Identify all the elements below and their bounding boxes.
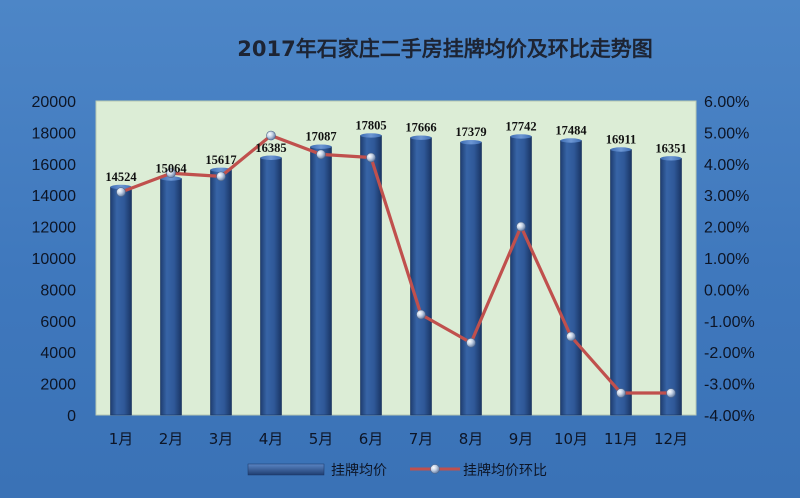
chart-title: 2017年石家庄二手房挂牌均价及环比走势图	[237, 37, 652, 61]
data-label: 17379	[455, 125, 486, 139]
x-tick-label: 2月	[159, 430, 184, 448]
x-tick-label: 9月	[509, 430, 534, 448]
plot-area	[95, 100, 697, 416]
bar-top	[360, 133, 382, 138]
left-tick-label: 10000	[32, 251, 77, 268]
right-tick-label: -2.00%	[704, 345, 755, 362]
bar	[660, 157, 682, 416]
left-tick-label: 2000	[40, 377, 76, 394]
line-point	[116, 187, 126, 197]
x-axis-ticks: 1月 2月 3月 4月 5月 6月 7月 8月 9月 10月 11月 12月	[109, 430, 688, 448]
line-point	[216, 171, 226, 182]
right-axis-ticks: -4.00% -3.00% -2.00% -1.00% 0.00% 1.00% 2.00% 3…	[704, 94, 755, 425]
data-label: 17805	[355, 118, 386, 132]
data-label: 17666	[405, 121, 436, 135]
bar-top	[260, 155, 282, 160]
bar-top	[610, 147, 632, 152]
data-label: 14524	[105, 170, 137, 184]
line-series	[116, 130, 676, 398]
bar-top	[660, 156, 682, 161]
data-label: 16385	[255, 141, 286, 155]
line-point	[266, 130, 276, 141]
line-point	[466, 337, 476, 348]
line-point	[166, 168, 176, 179]
bar-top	[310, 144, 332, 149]
data-label: 17087	[305, 130, 336, 144]
legend-bar-swatch	[247, 463, 325, 476]
left-tick-label: 0	[67, 408, 76, 425]
line-point	[516, 221, 526, 232]
data-label: 16911	[606, 132, 637, 146]
left-tick-label: 6000	[40, 314, 76, 331]
right-tick-label: 2.00%	[704, 220, 749, 237]
left-tick-label: 14000	[32, 188, 77, 205]
bar-series	[110, 133, 682, 416]
data-label: 15617	[205, 153, 236, 167]
line-point	[366, 152, 376, 163]
legend-line-marker	[430, 464, 440, 474]
x-tick-label: 5月	[309, 430, 334, 448]
left-tick-label: 18000	[32, 125, 77, 142]
right-tick-label: 4.00%	[704, 157, 749, 174]
bar	[560, 140, 582, 416]
x-tick-label: 8月	[459, 430, 484, 448]
line-point	[416, 309, 426, 320]
data-label: 17484	[555, 124, 587, 138]
bar-top	[460, 139, 482, 145]
right-tick-label: -3.00%	[704, 377, 755, 394]
x-tick-label: 6月	[359, 430, 384, 448]
bar-top	[160, 176, 182, 181]
right-tick-label: 5.00%	[704, 125, 749, 142]
x-tick-label: 7月	[409, 430, 434, 448]
x-tick-label: 11月	[604, 430, 638, 448]
left-tick-label: 8000	[40, 282, 76, 299]
right-tick-label: -4.00%	[704, 408, 755, 425]
right-tick-label: -1.00%	[704, 314, 755, 331]
data-label: 17742	[505, 119, 536, 133]
x-tick-label: 1月	[109, 430, 134, 448]
bar-top	[560, 138, 582, 143]
bar-top	[110, 184, 132, 190]
bar	[160, 178, 182, 416]
legend-line-label: 挂牌均价环比	[463, 462, 547, 479]
bar	[510, 136, 532, 416]
bar	[410, 137, 432, 416]
bar-top	[510, 134, 532, 139]
x-tick-label: 10月	[554, 430, 588, 448]
right-tick-label: 3.00%	[704, 188, 749, 205]
left-tick-label: 16000	[32, 157, 77, 174]
line-point	[566, 331, 576, 342]
legend: 挂牌均价 挂牌均价环比	[247, 462, 547, 479]
right-tick-label: 6.00%	[704, 94, 749, 111]
data-label: 16351	[655, 141, 686, 155]
x-tick-label: 3月	[209, 430, 234, 448]
line-path	[119, 133, 673, 395]
line-point	[616, 388, 626, 398]
right-tick-label: 0.00%	[704, 282, 749, 299]
left-tick-label: 12000	[32, 220, 77, 237]
line-point	[316, 149, 326, 160]
left-tick-label: 20000	[32, 94, 77, 111]
x-tick-label: 4月	[259, 430, 284, 448]
bar	[310, 146, 332, 416]
bar	[610, 149, 632, 416]
data-labels: 14524 15064 15617 16385 17087 17805 17666 17379…	[105, 118, 686, 184]
bar	[260, 157, 282, 416]
data-label: 15064	[155, 161, 187, 175]
left-axis-ticks: 0 2000 4000 6000 8000 10000 12000 14000 16000 180…	[32, 94, 77, 425]
bar	[210, 169, 232, 416]
legend-bar-label: 挂牌均价	[331, 462, 387, 479]
bar	[110, 186, 132, 416]
right-tick-label: 1.00%	[704, 251, 749, 268]
x-tick-label: 12月	[654, 430, 688, 448]
bar	[460, 141, 482, 416]
bar-top	[410, 135, 432, 140]
left-tick-label: 4000	[40, 345, 76, 362]
line-point	[666, 388, 676, 398]
